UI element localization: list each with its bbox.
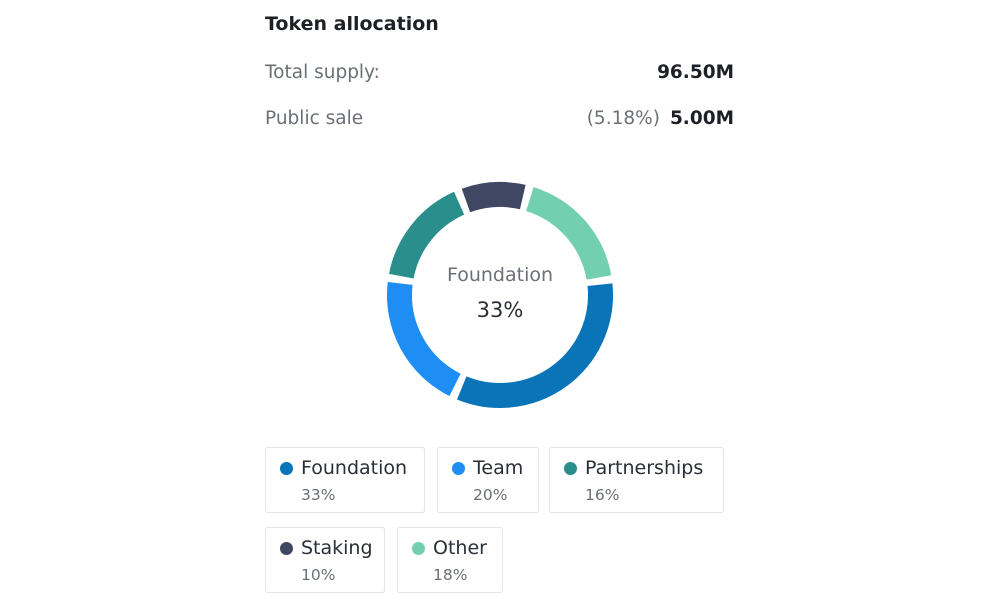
legend-share: 10% (301, 566, 336, 584)
donut-segment-partnerships[interactable] (389, 191, 465, 279)
donut-center-label: Foundation (446, 264, 554, 286)
donut-center-value: 33% (476, 298, 524, 322)
legend-dot (452, 462, 465, 475)
public-sale-percent: (5.18%) (586, 107, 660, 129)
donut-segment-other[interactable] (525, 187, 612, 280)
legend-item-other[interactable]: Other 18% (397, 527, 503, 593)
legend-dot (412, 542, 425, 555)
legend-share: 20% (473, 486, 508, 504)
legend-share: 16% (585, 486, 620, 504)
legend-name: Other (433, 537, 487, 559)
donut-segment-team[interactable] (387, 282, 461, 397)
total-supply-label: Total supply: (265, 61, 380, 83)
total-supply-row: Total supply: 96.50M (265, 59, 734, 85)
legend-name: Foundation (301, 457, 408, 479)
legend-dot (564, 462, 577, 475)
legend-dot (280, 542, 293, 555)
donut-segment-staking[interactable] (461, 182, 526, 213)
public-sale-row: Public sale (5.18%) 5.00M (265, 105, 734, 131)
legend-share: 33% (301, 486, 336, 504)
legend-name: Staking (301, 537, 373, 559)
total-supply-value: 96.50M (657, 61, 734, 83)
legend-share: 18% (433, 566, 468, 584)
legend-item-staking[interactable]: Staking 10% (265, 527, 385, 593)
allocation-donut-chart (387, 182, 613, 408)
public-sale-value: 5.00M (669, 107, 734, 129)
legend-item-partnerships[interactable]: Partnerships 16% (549, 447, 724, 513)
public-sale-label: Public sale (265, 107, 364, 129)
legend-item-foundation[interactable]: Foundation 33% (265, 447, 425, 513)
legend-item-team[interactable]: Team 20% (437, 447, 539, 513)
legend-name: Partnerships (585, 457, 704, 479)
legend-dot (280, 462, 293, 475)
section-title: Token allocation (265, 13, 439, 35)
legend-name: Team (473, 457, 524, 479)
donut-segment-foundation[interactable] (456, 283, 613, 408)
token-allocation-panel: Token allocation Total supply: 96.50M Pu… (265, 0, 735, 600)
